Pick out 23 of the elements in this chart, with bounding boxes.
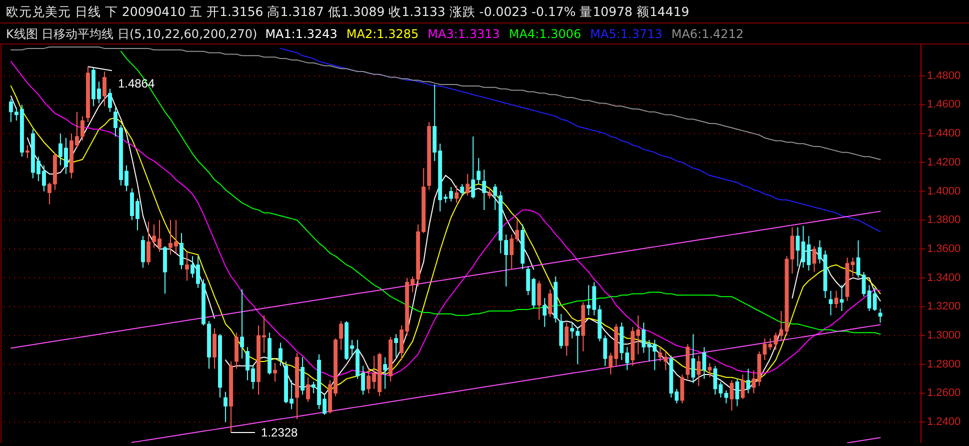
y-tick-label: 1.4400 <box>927 128 961 140</box>
text: MA1:1.3243 <box>265 27 338 41</box>
y-tick-label: 1.3200 <box>927 300 961 313</box>
text: MA5:1.3713 <box>590 27 662 41</box>
y-tick-label: 1.4200 <box>927 156 961 168</box>
chart-subtitle: K线图 日移动平均线 日(5,10,22,60,200,270) <box>6 27 258 41</box>
text: MA6:1.4212 <box>671 27 744 41</box>
y-tick-label: 1.2600 <box>927 387 961 400</box>
extreme-label: 1.2328 <box>230 425 298 440</box>
y-tick-label: 1.3600 <box>927 242 961 255</box>
y-tick-label: 1.3800 <box>927 214 961 226</box>
y-tick-label: 1.4000 <box>927 185 961 198</box>
y-tick-label: 1.4600 <box>927 98 961 111</box>
y-tick-label: 1.3000 <box>927 330 961 342</box>
text: MA2:1.3285 <box>346 27 419 41</box>
y-tick-label: 1.2400 <box>927 416 961 428</box>
y-tick-label: 1.2800 <box>927 358 961 370</box>
annotation: 1.2328 <box>261 425 298 440</box>
chart-title: 欧元兑美元 日线 下 20090410 五 开1.3156 高1.3187 低1.3089 收1.3133 涨跌 -0.0023 -0.17% 量10978 额14419 <box>6 4 690 19</box>
y-tick-label: 1.4800 <box>927 70 961 82</box>
y-tick-label: 1.3400 <box>927 272 961 284</box>
text: MA3:1.3313 <box>428 27 500 41</box>
text: MA4:1.3006 <box>508 27 582 41</box>
